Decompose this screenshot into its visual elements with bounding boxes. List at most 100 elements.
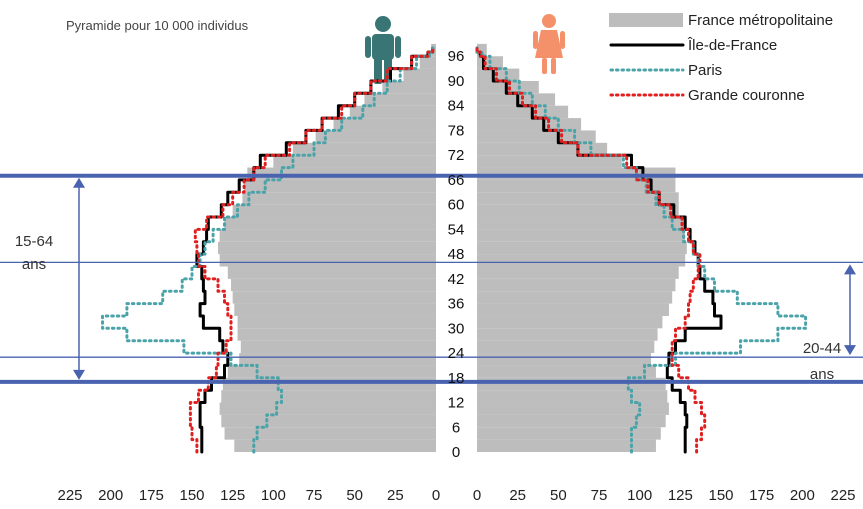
bar-male-age-9 [219,402,436,415]
age-tick-label: 0 [452,444,460,461]
x-tick-right: 25 [509,487,526,504]
bar-female-age-51 [477,229,686,242]
bar-male-age-60 [242,192,436,205]
bar-male-age-72 [292,142,436,156]
bar-male-age-90 [403,68,436,81]
ticks-layer: 0 6 12 18 24 30 36 42 48 54 60 66 72 78 84 90 96 225 200 17… [57,48,855,504]
age-tick-label: 18 [448,370,465,387]
bar-female-age-90 [477,68,520,81]
bar-female-age-18 [477,365,656,378]
bar-female-age-54 [477,217,684,230]
bar-male-age-81 [349,105,436,119]
chart-subtitle: Pyramide pour 10 000 individus [66,18,249,33]
bar-male-age-0 [234,439,436,452]
bar-male-age-75 [315,130,436,143]
bar-male-age-24 [240,340,436,354]
bars-layer [218,43,687,452]
bar-male-age-54 [224,217,436,230]
age-tick-label: 72 [448,147,465,164]
x-tick-right: 100 [627,487,652,504]
x-tick-right: 200 [790,487,815,504]
bar-female-age-84 [477,93,556,106]
age-tick-label: 36 [448,296,465,313]
annotation-label-left: 15-64 [15,233,53,250]
bar-male-age-63 [244,179,436,193]
bar-female-age-30 [477,315,663,329]
bar-male-age-78 [333,118,436,131]
bar-female-age-78 [477,118,582,131]
age-tick-label: 66 [448,172,465,189]
legend-label: Paris [688,62,722,79]
x-tick-left: 175 [139,487,164,504]
x-tick-right: 225 [830,487,855,504]
legend-label: Grande couronne [688,87,805,104]
legend-entry: Île-de-France [609,37,777,54]
age-tick-label: 48 [448,246,465,263]
bar-male-age-3 [224,427,436,440]
bar-female-age-42 [477,266,679,279]
bar-male-age-39 [231,278,436,292]
age-tick-label: 6 [452,419,460,436]
bar-female-age-66 [477,167,676,180]
bar-male-age-45 [219,254,436,267]
annotation-label-left: ans [22,256,46,273]
reference-lines-layer [0,173,863,384]
legend-entry: Grande couronne [609,87,805,104]
x-tick-right: 125 [668,487,693,504]
bar-female-age-21 [477,353,652,366]
bar-male-age-57 [232,204,436,218]
annotation-arrow-right [844,264,856,356]
age-tick-label: 30 [448,320,465,337]
bar-female-age-81 [477,105,569,119]
bar-male-age-36 [232,291,436,304]
x-tick-right: 0 [473,487,481,504]
line-paris-male [101,46,435,454]
age-tick-label: 42 [448,271,465,288]
legend: France métropolitaine Île-de-France Paris G… [609,12,833,104]
bar-female-age-3 [477,427,661,440]
legend-label: France métropolitaine [688,12,833,29]
annotation-arrow-left [73,177,85,380]
bar-female-age-24 [477,340,655,354]
bar-male-age-15 [222,377,436,391]
bar-female-age-45 [477,254,686,267]
legend-label: Île-de-France [687,37,777,54]
annotation-label-right: 20-44 [803,340,841,357]
lines-layer [101,46,808,454]
age-tick-label: 78 [448,122,465,139]
age-tick-label: 60 [448,197,465,214]
bar-female-age-63 [477,179,676,193]
x-tick-left: 125 [220,487,245,504]
x-tick-left: 150 [179,487,204,504]
bar-female-age-96 [477,43,487,57]
bar-male-age-33 [234,303,436,316]
bar-male-age-18 [227,365,436,378]
bar-female-age-48 [477,241,687,255]
legend-entry: Paris [609,62,722,79]
x-tick-right: 50 [550,487,567,504]
female-person-icon [533,14,565,74]
bar-male-age-87 [382,80,436,94]
male-person-icon [365,16,401,84]
bar-female-age-87 [477,80,539,94]
bar-male-age-42 [227,266,436,279]
x-tick-right: 150 [708,487,733,504]
age-tick-label: 24 [448,345,465,362]
bar-female-age-33 [477,303,669,316]
bar-male-age-66 [247,167,436,180]
bar-male-age-12 [221,390,436,403]
x-tick-left: 25 [387,487,404,504]
bar-female-age-0 [477,439,656,452]
bar-female-age-60 [477,192,679,205]
bar-female-age-9 [477,402,669,415]
x-tick-left: 100 [261,487,286,504]
annotations-layer: 15-64 ans 20-44 ans [15,177,856,383]
bar-male-age-30 [237,315,436,329]
bar-female-age-12 [477,390,668,403]
age-tick-label: 96 [448,48,465,65]
line-grande-couronne-female [475,46,707,454]
x-tick-left: 50 [346,487,363,504]
line-grande-couronne-male [188,46,435,454]
bar-male-age-69 [273,155,436,168]
